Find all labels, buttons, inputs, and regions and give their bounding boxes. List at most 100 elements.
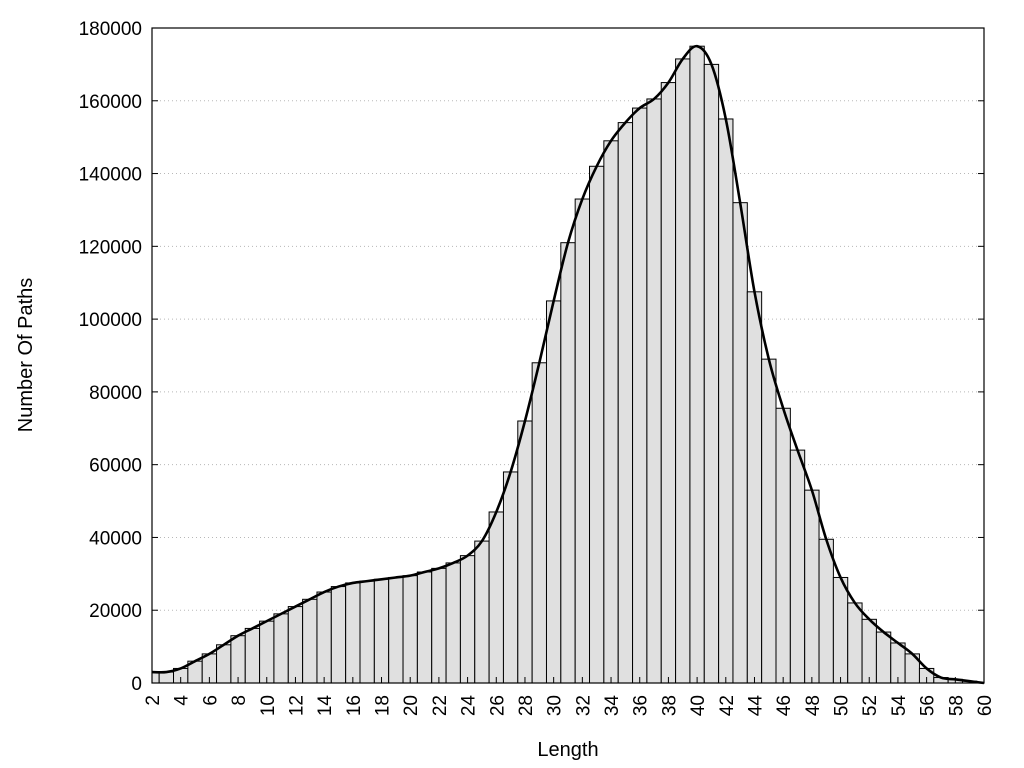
bar xyxy=(703,63,720,684)
x-tick-label: 54 xyxy=(889,695,910,717)
bar xyxy=(287,606,304,684)
bar xyxy=(861,618,877,684)
bar xyxy=(818,538,834,684)
bar xyxy=(675,58,691,684)
bar xyxy=(474,540,490,684)
bar xyxy=(632,107,648,684)
bar xyxy=(359,580,375,684)
x-tick-label: 30 xyxy=(545,695,566,716)
y-tick-label: 60000 xyxy=(89,456,142,477)
bar xyxy=(789,449,806,684)
x-tick-label: 42 xyxy=(717,695,738,716)
x-tick-label: 2 xyxy=(143,695,164,706)
bar xyxy=(689,45,705,684)
x-tick-label: 24 xyxy=(459,695,480,717)
x-tick-label: 46 xyxy=(774,695,795,716)
x-tick-label: 40 xyxy=(688,695,709,716)
x-tick-label: 50 xyxy=(832,695,853,716)
x-tick-label: 48 xyxy=(803,695,824,716)
bar xyxy=(574,198,591,684)
x-tick-label: 26 xyxy=(487,695,508,716)
x-tick-label: 56 xyxy=(918,695,939,716)
bar xyxy=(459,555,476,684)
bar xyxy=(244,627,261,684)
bar xyxy=(761,358,777,684)
bar xyxy=(732,202,748,684)
bar xyxy=(875,631,892,684)
bar xyxy=(158,671,175,684)
x-tick-label: 36 xyxy=(631,695,652,716)
plot-frame xyxy=(151,27,985,684)
x-tick-label: 22 xyxy=(430,695,451,716)
bar xyxy=(151,671,160,684)
y-tick-label: 120000 xyxy=(79,237,142,258)
smoothed-curve-layer xyxy=(151,44,985,685)
x-tick-label: 32 xyxy=(573,695,594,716)
bar xyxy=(230,635,246,684)
bar xyxy=(445,562,461,684)
bars xyxy=(151,45,978,684)
bar xyxy=(589,165,605,684)
bar xyxy=(330,586,347,684)
bar xyxy=(259,620,275,684)
x-tick-label: 52 xyxy=(860,695,881,716)
x-tick-label: 20 xyxy=(401,695,422,716)
bar xyxy=(832,576,849,684)
y-tick-label: 180000 xyxy=(79,19,142,40)
x-ticks: 2 4 6 8 10 12 14 16 18 20 22 24 26 28 30 32 34 36 38 40 42 44… xyxy=(143,677,996,716)
x-tick-label: 6 xyxy=(200,695,221,706)
bar xyxy=(373,578,390,684)
bar xyxy=(416,571,433,684)
x-tick-label: 44 xyxy=(745,695,766,717)
y-tick-label: 0 xyxy=(131,674,142,695)
x-tick-label: 4 xyxy=(172,695,193,706)
bar xyxy=(775,407,791,684)
y-tick-label: 40000 xyxy=(89,528,142,549)
x-tick-label: 18 xyxy=(373,695,394,716)
bar xyxy=(804,489,820,684)
bar xyxy=(603,140,619,684)
bar xyxy=(345,582,361,684)
bar xyxy=(890,642,906,684)
x-axis-label: Length xyxy=(537,739,598,761)
x-tick-label: 8 xyxy=(229,695,250,706)
y-ticks: 0 20000 40000 60000 80000 100000 120000 140000 1… xyxy=(79,19,984,695)
x-tick-label: 60 xyxy=(975,695,996,716)
x-tick-label: 16 xyxy=(344,695,365,716)
bar xyxy=(431,567,447,684)
x-tick-label: 14 xyxy=(315,695,336,717)
bar xyxy=(216,644,232,684)
x-tick-label: 28 xyxy=(516,695,537,716)
bar xyxy=(531,362,547,684)
x-tick-label: 12 xyxy=(286,695,307,716)
y-tick-label: 100000 xyxy=(79,310,142,331)
y-tick-label: 80000 xyxy=(89,383,142,404)
bar xyxy=(488,511,504,684)
bar xyxy=(273,613,289,684)
bar xyxy=(388,576,404,684)
bar xyxy=(617,122,634,684)
y-tick-label: 20000 xyxy=(89,601,142,622)
bar xyxy=(402,575,418,684)
y-tick-label: 140000 xyxy=(79,165,142,186)
bar xyxy=(302,598,318,684)
bar xyxy=(560,242,576,684)
bar xyxy=(316,591,332,684)
bar xyxy=(660,82,677,684)
x-tick-label: 58 xyxy=(946,695,967,716)
bar xyxy=(746,291,763,684)
bar xyxy=(718,118,734,684)
y-tick-label: 160000 xyxy=(79,92,142,113)
smoothed-curve xyxy=(151,44,985,685)
bar xyxy=(646,98,662,684)
x-tick-label: 10 xyxy=(258,695,279,716)
bar xyxy=(517,420,533,684)
bar xyxy=(847,602,863,684)
x-tick-label: 38 xyxy=(659,695,680,716)
bar xyxy=(545,300,562,684)
bar xyxy=(502,471,519,684)
y-axis-label: Number Of Paths xyxy=(15,278,37,433)
x-tick-label: 34 xyxy=(602,695,623,717)
